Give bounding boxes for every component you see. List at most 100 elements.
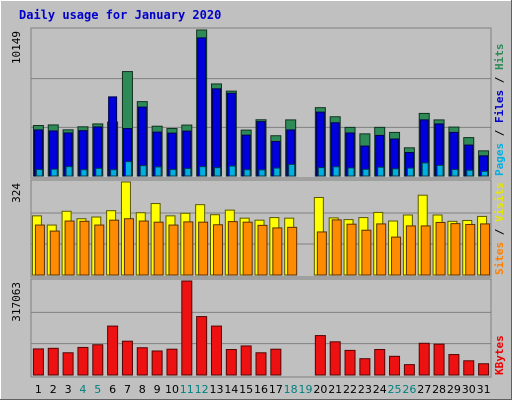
legend-part: / (493, 70, 506, 90)
bar-pages-day-14 (228, 165, 236, 177)
day-label-21: 21 (328, 383, 342, 396)
day-label-2: 2 (50, 383, 57, 396)
bar-kbytes-day-9 (151, 350, 163, 376)
bar-sites-day-30 (465, 223, 476, 276)
day-label-29: 29 (447, 383, 461, 396)
bar-pages-day-26 (406, 167, 414, 177)
legend-hits-files-pages: Pages / Files / Hits (493, 44, 506, 177)
bar-sites-day-6 (109, 219, 120, 276)
bar-sites-day-3 (64, 220, 75, 276)
day-label-6: 6 (109, 383, 116, 396)
bar-sites-day-15 (242, 221, 253, 276)
legend-part: Hits (493, 44, 506, 71)
bar-kbytes-day-7 (121, 340, 133, 376)
day-label-18: 18 (284, 383, 298, 396)
day-label-16: 16 (254, 383, 268, 396)
bar-sites-day-21 (331, 219, 342, 276)
bar-kbytes-day-16 (255, 352, 267, 376)
bar-sites-day-1 (34, 224, 45, 276)
bar-files-day-6 (108, 96, 118, 177)
bar-pages-day-17 (273, 167, 281, 177)
bar-kbytes-day-31 (478, 363, 490, 376)
bar-sites-day-16 (257, 224, 268, 276)
bar-pages-day-12 (199, 166, 207, 177)
bar-kbytes-day-3 (62, 352, 74, 376)
bar-pages-day-28 (436, 164, 444, 177)
bar-sites-day-7 (123, 218, 134, 276)
bar-pages-day-2 (50, 168, 58, 177)
chart-panels: 10149 Pages / Files / Hits 324 Sites / Visi… (10, 27, 506, 378)
day-label-14: 14 (224, 383, 238, 396)
bar-pages-day-21 (332, 166, 340, 177)
day-label-1: 1 (35, 383, 42, 396)
bar-pages-day-25 (392, 168, 400, 177)
day-axis: 1 2 3 4 5 6 7 8 9 10 11 12 13 14 15 16 17 18 19 20 21 22 23 24 2… (35, 383, 491, 396)
bar-pages-day-23 (362, 168, 370, 177)
bar-sites-day-14 (227, 221, 238, 276)
bar-sites-day-12 (198, 221, 209, 276)
bar-pages-day-6 (110, 169, 118, 177)
bar-sites-day-31 (480, 223, 491, 276)
bar-pages-day-30 (466, 169, 474, 177)
bar-sites-day-5 (94, 224, 105, 276)
day-label-12: 12 (195, 383, 209, 396)
bar-kbytes-day-6 (107, 325, 119, 376)
bar-kbytes-day-12 (196, 316, 208, 376)
day-label-7: 7 (124, 383, 131, 396)
bar-sites-day-17 (272, 227, 283, 276)
bar-sites-day-11 (183, 221, 194, 276)
bar-sites-day-20 (316, 231, 327, 276)
day-label-11: 11 (180, 383, 194, 396)
bar-pages-day-20 (317, 167, 325, 177)
bar-kbytes-day-26 (403, 364, 415, 376)
bar-kbytes-day-11 (181, 280, 193, 376)
day-label-19: 19 (299, 383, 313, 396)
bar-files-day-14 (226, 92, 236, 177)
bar-pages-day-24 (377, 166, 385, 177)
bar-kbytes-day-25 (389, 355, 401, 376)
panel-hits-files-pages: 10149 Pages / Files / Hits (10, 27, 506, 179)
bar-pages-day-16 (258, 169, 266, 177)
bar-kbytes-day-30 (463, 360, 475, 376)
day-label-3: 3 (65, 383, 72, 396)
bar-pages-day-13 (213, 167, 221, 177)
bar-kbytes-day-22 (344, 349, 356, 376)
bar-pages-day-18 (288, 163, 296, 177)
legend-part: / (493, 123, 506, 143)
legend-kbytes: KBytes (493, 335, 506, 375)
max-label-hits-files-pages: 10149 (10, 31, 23, 64)
bar-sites-day-8 (138, 220, 149, 276)
bar-sites-day-24 (376, 223, 387, 276)
bar-sites-day-18 (287, 226, 298, 276)
day-label-23: 23 (358, 383, 372, 396)
bar-sites-day-29 (450, 223, 461, 276)
panel-visits-sites: 324 Sites / Visits (10, 179, 506, 278)
day-label-24: 24 (373, 383, 387, 396)
day-label-17: 17 (269, 383, 283, 396)
bar-kbytes-day-1 (32, 348, 44, 376)
legend-part: Files (493, 90, 506, 123)
day-label-20: 20 (313, 383, 327, 396)
day-label-15: 15 (239, 383, 253, 396)
day-label-25: 25 (388, 383, 402, 396)
bar-pages-day-31 (481, 170, 489, 177)
bar-kbytes-day-2 (47, 347, 59, 376)
bar-sites-day-9 (153, 221, 164, 276)
bar-sites-day-10 (168, 224, 179, 276)
bar-kbytes-day-15 (240, 345, 252, 376)
bar-files-day-13 (211, 88, 221, 177)
bar-kbytes-day-14 (225, 349, 237, 376)
bar-sites-day-27 (420, 225, 431, 276)
bar-sites-day-25 (391, 236, 402, 276)
bar-pages-day-29 (451, 169, 459, 177)
bar-files-day-16 (256, 121, 266, 177)
bar-files-day-20 (315, 111, 325, 177)
day-label-28: 28 (432, 383, 446, 396)
bar-sites-day-22 (346, 223, 357, 276)
legend-visits-sites: Sites / Visits (493, 182, 506, 275)
bar-kbytes-day-24 (374, 349, 386, 376)
bar-pages-day-4 (80, 169, 88, 177)
day-label-9: 9 (154, 383, 161, 396)
legend-part: Pages (493, 143, 506, 176)
